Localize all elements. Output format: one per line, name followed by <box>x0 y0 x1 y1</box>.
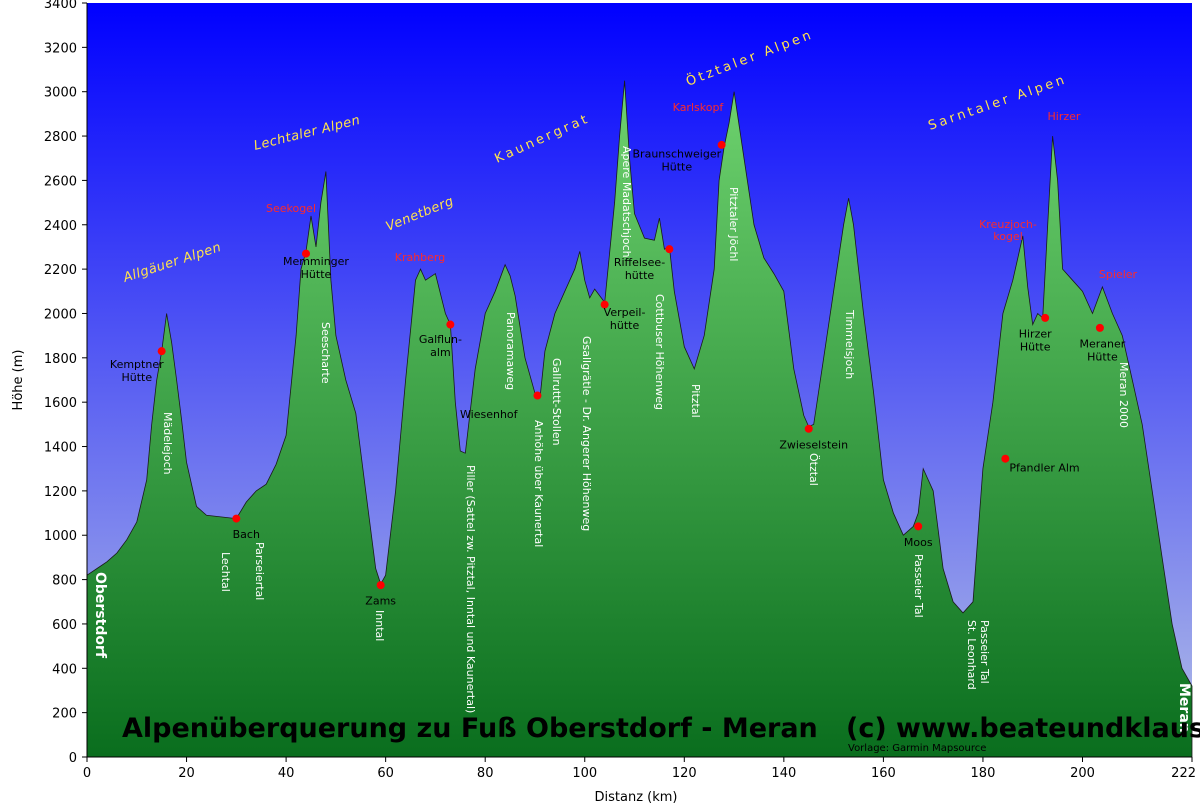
y-axis-label: Höhe (m) <box>11 350 26 411</box>
hut-label: Riffelsee-hütte <box>614 256 665 282</box>
x-tick-label: 20 <box>178 766 195 781</box>
route-label: Inntal <box>373 610 386 641</box>
hut-marker <box>376 581 385 590</box>
route-label: Passeier Tal <box>912 554 925 618</box>
peak-label: Seekogel <box>266 202 316 215</box>
y-tick-label: 3400 <box>44 0 77 12</box>
hut-marker <box>533 391 542 400</box>
peak-label: Hirzer <box>1048 110 1081 123</box>
hut-label: Memminger Hütte <box>283 255 349 281</box>
chart-title: Alpenüberquerung zu Fuß Oberstdorf - Mer… <box>122 713 1200 744</box>
x-tick-label: 80 <box>477 766 494 781</box>
y-tick-label: 3200 <box>44 41 77 56</box>
peak-label: Spieler <box>1099 268 1138 281</box>
hut-label: Verpeil-hütte <box>604 306 646 332</box>
y-tick-label: 2200 <box>44 263 77 278</box>
y-tick-label: 200 <box>52 707 77 722</box>
route-label: Panoramaweg <box>504 312 517 390</box>
route-label: Parseiertal <box>253 542 266 600</box>
hut-marker <box>1041 313 1050 322</box>
axes <box>86 3 1192 758</box>
hut-label: Galflun-alm <box>419 333 462 359</box>
hut-label: Hirzer Hütte <box>1019 328 1052 354</box>
route-label: Cottbuser Höhenweg <box>653 294 666 410</box>
route-label: Ötztal <box>807 453 820 486</box>
route-label: Seescharte <box>319 322 332 384</box>
y-ticks: 0 200 400 600 800 1000 1200 1400 1600 1800 2000 220… <box>44 0 87 766</box>
x-ticks: 0 20 40 60 80 100 120 140 160 180 200 222 <box>83 757 1196 781</box>
hut-marker <box>302 249 311 258</box>
y-tick-label: 1000 <box>44 529 77 544</box>
route-label: Meran <box>1176 683 1192 733</box>
peak-label: Krahberg <box>395 251 446 264</box>
hut-marker <box>1095 323 1104 332</box>
y-tick-label: 0 <box>69 751 77 766</box>
hut-marker <box>1001 454 1010 463</box>
y-tick-label: 2800 <box>44 130 77 145</box>
hut-marker <box>717 140 726 149</box>
hut-label: Pfandler Alm <box>1009 461 1079 474</box>
route-label: Anhöhe über Kaunertal <box>532 420 545 547</box>
y-tick-label: 3000 <box>44 86 77 101</box>
hut-label: Bach <box>233 528 260 541</box>
y-tick-label: 400 <box>52 662 77 677</box>
hut-marker <box>804 424 813 433</box>
route-labels: Oberstdorf Mädelejoch Lechtal Parseierta… <box>92 146 1192 733</box>
hut-marker <box>232 514 241 523</box>
route-label: Mädelejoch <box>161 412 174 475</box>
y-tick-label: 2400 <box>44 219 77 234</box>
y-tick-label: 1600 <box>44 396 77 411</box>
x-tick-label: 60 <box>377 766 394 781</box>
hut-label: Kemptner Hütte <box>110 358 164 384</box>
hut-label: Meraner Hütte <box>1080 337 1126 363</box>
y-tick-label: 1200 <box>44 485 77 500</box>
y-tick-label: 2000 <box>44 307 77 322</box>
x-tick-label: 160 <box>871 766 896 781</box>
route-label: Gsallgrätle - Dr. Angerer Höhenweg <box>580 336 593 531</box>
x-tick-label: 100 <box>572 766 597 781</box>
hut-marker <box>600 300 609 309</box>
x-tick-label: 0 <box>83 766 91 781</box>
route-label: Timmelsjoch <box>843 309 856 379</box>
y-tick-label: 800 <box>52 574 77 589</box>
hut-marker <box>446 320 455 329</box>
route-label: Lechtal <box>219 552 232 592</box>
x-tick-label: 40 <box>278 766 295 781</box>
route-label: St. LeonhardPasseier Tal <box>965 620 991 690</box>
y-tick-label: 1800 <box>44 352 77 367</box>
markers <box>157 140 1104 590</box>
elevation-area <box>86 80 1193 758</box>
hut-label: Wiesenhof <box>460 408 519 421</box>
route-label: Apere Madatschjoch <box>620 146 633 258</box>
route-label: Piller (Sattel zw. Pitztal, Inntal und K… <box>464 465 477 713</box>
x-tick-label: 140 <box>771 766 796 781</box>
hut-marker <box>665 245 674 254</box>
peak-label: Karlskopf <box>673 101 725 114</box>
hut-marker <box>914 522 923 531</box>
hut-label: Moos <box>904 536 933 549</box>
x-tick-label: 120 <box>672 766 697 781</box>
x-tick-label: 180 <box>971 766 996 781</box>
x-tick-label: 200 <box>1070 766 1095 781</box>
source-credit: Vorlage: Garmin Mapsource <box>848 743 986 754</box>
hut-labels: Kemptner Hütte Bach Memminger Hütte Zams Galfl… <box>110 148 1126 608</box>
x-axis-label: Distanz (km) <box>595 790 678 805</box>
route-label: Oberstdorf <box>92 572 108 659</box>
route-label: Gallruttt-Stollen <box>550 358 563 446</box>
hut-marker <box>157 347 166 356</box>
peak-labels: Seekogel Krahberg Karlskopf Kreuzjoch-ko… <box>266 101 1138 281</box>
hut-label: Braunschweiger Hütte <box>633 148 722 174</box>
x-tick-label: 222 <box>1171 766 1196 781</box>
y-tick-label: 1400 <box>44 441 77 456</box>
route-label: Meran 2000 <box>1117 362 1130 428</box>
hut-label: Zwieselstein <box>779 438 848 451</box>
y-tick-label: 2600 <box>44 174 77 189</box>
route-label: Pitztaler Jöchl <box>727 187 740 261</box>
y-tick-label: 600 <box>52 618 77 633</box>
route-label: Pitztal <box>689 384 702 418</box>
peak-label: Kreuzjoch-kogel <box>979 218 1037 243</box>
hut-label: Zams <box>365 595 396 608</box>
